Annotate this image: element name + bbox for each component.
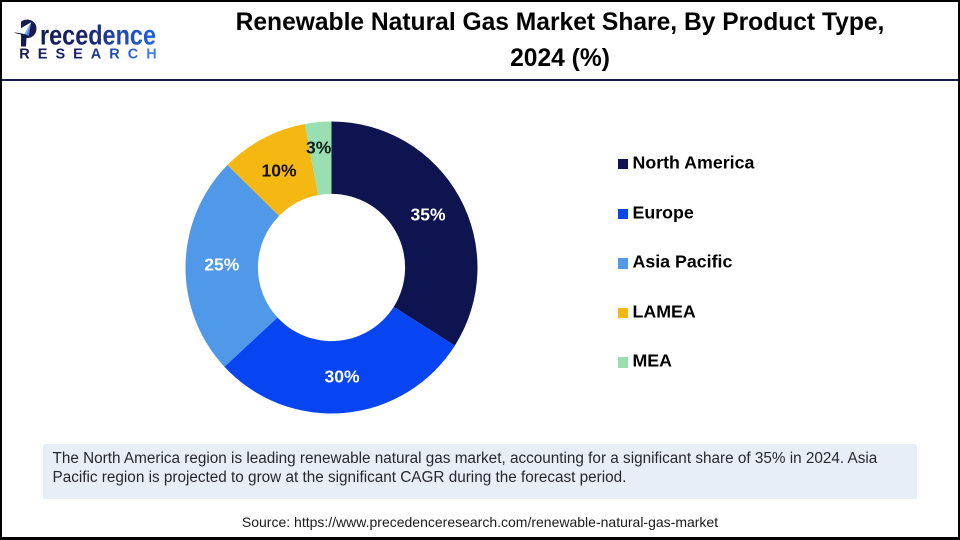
svg-text:RESEARCH: RESEARCH	[19, 46, 164, 62]
svg-text:recedence: recedence	[40, 20, 156, 51]
